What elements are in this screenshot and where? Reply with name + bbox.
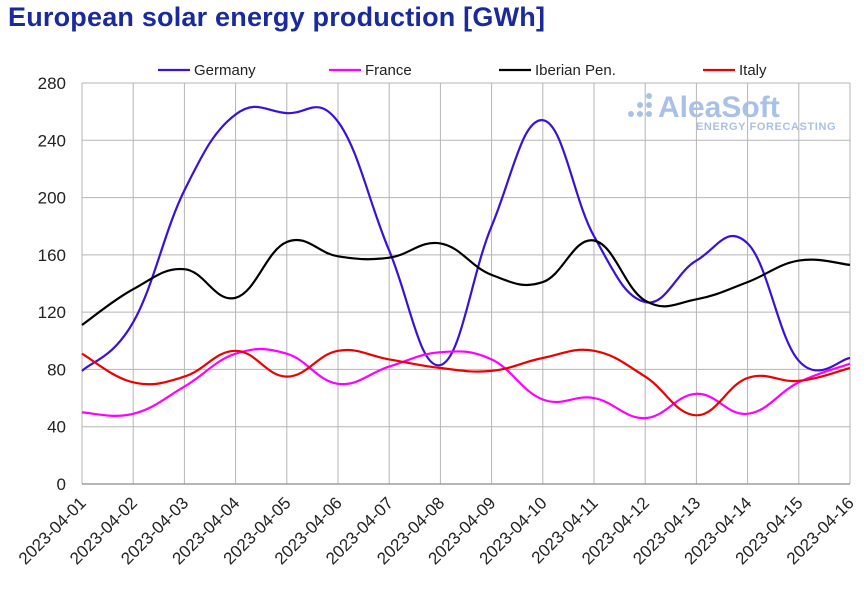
y-tick-label: 200 <box>38 189 66 208</box>
y-tick-label: 240 <box>38 131 66 150</box>
y-tick-label: 40 <box>47 418 66 437</box>
series-line-germany <box>81 105 851 372</box>
series-lines <box>81 105 851 420</box>
legend: Germany France Iberian Pen. Italy <box>158 62 767 79</box>
grid <box>81 82 851 485</box>
y-tick-label: 0 <box>57 475 66 494</box>
legend-label: Italy <box>739 62 767 79</box>
series-line-iberian-pen <box>81 238 851 326</box>
y-tick-label: 160 <box>38 246 66 265</box>
legend-item-germany: Germany <box>158 62 256 79</box>
legend-label: Germany <box>194 62 256 79</box>
legend-label: Iberian Pen. <box>535 62 616 79</box>
logo-text: AleaSoft <box>658 91 780 124</box>
logo-tagline: ENERGY FORECASTING <box>696 121 836 133</box>
y-tick-label: 120 <box>38 303 66 322</box>
aleasoft-logo: AleaSoft ENERGY FORECASTING <box>628 91 836 133</box>
axes: 040801201602002402802023-04-012023-04-02… <box>15 74 858 568</box>
legend-label: France <box>365 62 412 79</box>
chart-title: European solar energy production [GWh] <box>8 2 546 32</box>
legend-item-iberian-pen: Iberian Pen. <box>499 62 616 79</box>
legend-item-france: France <box>329 62 412 79</box>
y-tick-label: 80 <box>47 360 66 379</box>
logo-dots-icon <box>628 93 652 117</box>
series-line-france <box>81 347 851 420</box>
y-tick-label: 280 <box>38 74 66 93</box>
series-line-italy <box>81 348 851 417</box>
legend-item-italy: Italy <box>703 62 767 79</box>
